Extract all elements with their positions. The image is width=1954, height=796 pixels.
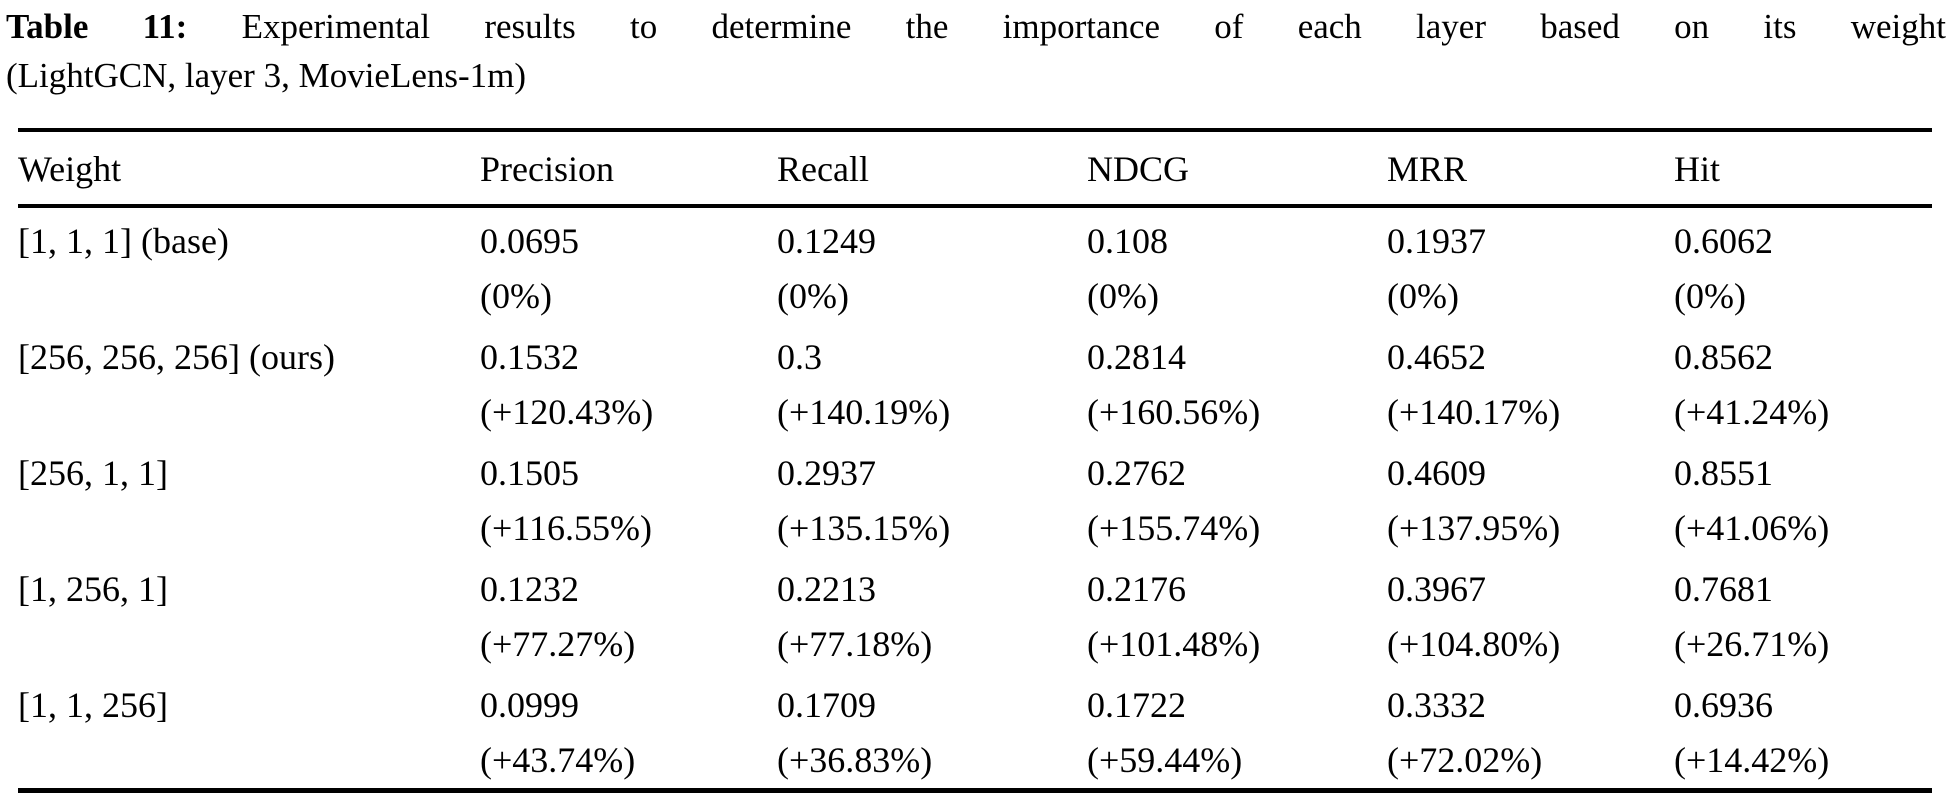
table-caption-label: Table 11:	[6, 7, 188, 46]
header-row: Weight Precision Recall NDCG MRR Hit	[18, 130, 1932, 206]
ndcg-value: 0.108	[1087, 221, 1168, 261]
results-table: Weight Precision Recall NDCG MRR Hit [1,…	[18, 128, 1932, 793]
precision-value: 0.0999	[480, 685, 579, 725]
column-header-ndcg: NDCG	[1087, 149, 1190, 189]
precision-value: 0.1232	[480, 569, 579, 609]
weight-label: [256, 1, 1]	[18, 453, 168, 493]
ndcg-delta: (+59.44%)	[1087, 740, 1243, 780]
mrr-value: 0.3332	[1387, 685, 1486, 725]
weight-label: [256, 256, 256] (ours)	[18, 337, 335, 377]
hit-value: 0.8551	[1674, 453, 1773, 493]
ndcg-delta: (+155.74%)	[1087, 508, 1261, 548]
precision-value: 0.0695	[480, 221, 579, 261]
column-header-mrr: MRR	[1387, 149, 1468, 189]
mrr-delta: (+72.02%)	[1387, 740, 1543, 780]
table-row: [1, 256, 1] 0.1232 (+77.27%) 0.2213 (+77…	[18, 556, 1932, 672]
recall-value: 0.1709	[777, 685, 876, 725]
recall-value: 0.2213	[777, 569, 876, 609]
recall-delta: (+140.19%)	[777, 392, 951, 432]
precision-value: 0.1505	[480, 453, 579, 493]
recall-value: 0.3	[777, 337, 822, 377]
table-row: [1, 1, 256] 0.0999 (+43.74%) 0.1709 (+36…	[18, 672, 1932, 791]
recall-delta: (+135.15%)	[777, 508, 951, 548]
hit-delta: (+41.24%)	[1674, 392, 1830, 432]
precision-delta: (+120.43%)	[480, 392, 654, 432]
mrr-delta: (+104.80%)	[1387, 624, 1561, 664]
hit-value: 0.6062	[1674, 221, 1773, 261]
table-row: [1, 1, 1] (base) 0.0695 (0%) 0.1249 (0%)…	[18, 206, 1932, 324]
mrr-value: 0.4609	[1387, 453, 1486, 493]
column-header-recall: Recall	[777, 149, 869, 189]
table-row: [256, 1, 1] 0.1505 (+116.55%) 0.2937 (+1…	[18, 440, 1932, 556]
column-header-weight: Weight	[18, 149, 122, 189]
hit-delta: (+14.42%)	[1674, 740, 1830, 780]
ndcg-delta: (+160.56%)	[1087, 392, 1261, 432]
hit-delta: (+26.71%)	[1674, 624, 1830, 664]
hit-value: 0.8562	[1674, 337, 1773, 377]
hit-value: 0.7681	[1674, 569, 1773, 609]
weight-label: [1, 256, 1]	[18, 569, 168, 609]
precision-value: 0.1532	[480, 337, 579, 377]
precision-delta: (+116.55%)	[480, 508, 652, 548]
precision-delta: (+77.27%)	[480, 624, 636, 664]
hit-value: 0.6936	[1674, 685, 1773, 725]
mrr-delta: (+137.95%)	[1387, 508, 1561, 548]
mrr-value: 0.4652	[1387, 337, 1486, 377]
recall-value: 0.2937	[777, 453, 876, 493]
mrr-value: 0.1937	[1387, 221, 1486, 261]
hit-delta: (+41.06%)	[1674, 508, 1830, 548]
mrr-value: 0.3967	[1387, 569, 1486, 609]
table-row: [256, 256, 256] (ours) 0.1532 (+120.43%)…	[18, 324, 1932, 440]
mrr-delta: (0%)	[1387, 276, 1459, 316]
table-caption: Table 11: Experimental results to determ…	[6, 2, 1946, 100]
recall-value: 0.1249	[777, 221, 876, 261]
recall-delta: (+77.18%)	[777, 624, 933, 664]
precision-delta: (+43.74%)	[480, 740, 636, 780]
ndcg-value: 0.2176	[1087, 569, 1186, 609]
precision-delta: (0%)	[480, 276, 552, 316]
recall-delta: (+36.83%)	[777, 740, 933, 780]
ndcg-delta: (+101.48%)	[1087, 624, 1261, 664]
ndcg-delta: (0%)	[1087, 276, 1159, 316]
mrr-delta: (+140.17%)	[1387, 392, 1561, 432]
hit-delta: (0%)	[1674, 276, 1746, 316]
table-caption-text: Experimental results to determine the im…	[241, 7, 1946, 46]
ndcg-value: 0.1722	[1087, 685, 1186, 725]
ndcg-value: 0.2762	[1087, 453, 1186, 493]
recall-delta: (0%)	[777, 276, 849, 316]
table-caption-line1: Table 11: Experimental results to determ…	[6, 2, 1946, 51]
ndcg-value: 0.2814	[1087, 337, 1186, 377]
column-header-hit: Hit	[1674, 149, 1721, 189]
weight-label: [1, 1, 1] (base)	[18, 221, 229, 261]
table-caption-line2: (LightGCN, layer 3, MovieLens-1m)	[6, 56, 527, 95]
weight-label: [1, 1, 256]	[18, 685, 168, 725]
column-header-precision: Precision	[480, 149, 614, 189]
